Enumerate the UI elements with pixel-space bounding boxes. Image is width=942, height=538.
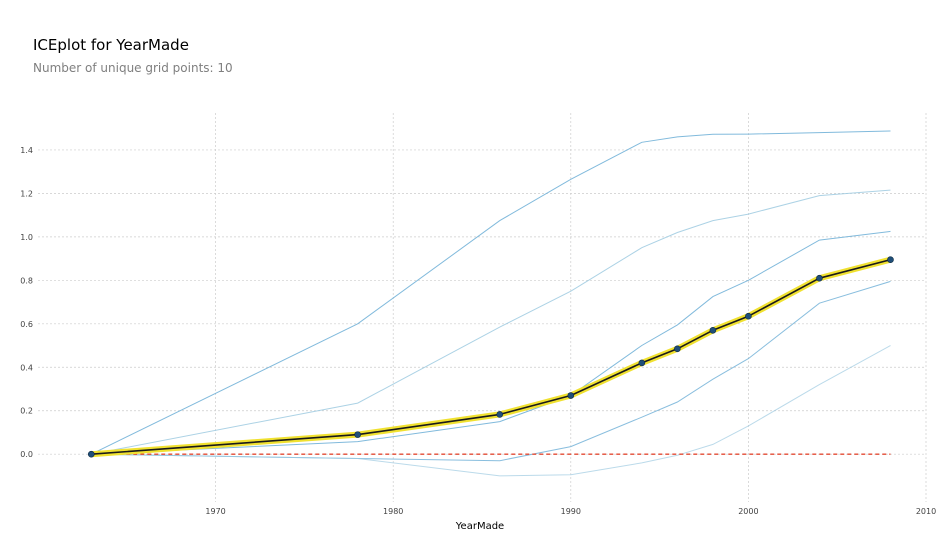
y-tick-label: 0.2 — [20, 407, 33, 416]
ice-line-4 — [91, 280, 891, 462]
average-point — [887, 256, 894, 263]
y-tick-label: 0.4 — [20, 363, 33, 372]
x-axis-label: YearMade — [455, 521, 504, 532]
y-tick-label: 0.8 — [20, 276, 33, 285]
average-point — [567, 392, 575, 399]
chart-subtitle: Number of unique grid points: 10 — [33, 61, 233, 75]
y-tick-label: 1.2 — [20, 189, 33, 198]
x-axis-ticks: 1970 1980 1990 2000 2010 — [205, 507, 936, 516]
chart-title: ICEplot for YearMade — [33, 36, 189, 54]
y-tick-label: 0.0 — [20, 450, 33, 459]
x-tick-label: 1990 — [561, 507, 581, 516]
average-point — [709, 327, 717, 334]
average-point — [496, 411, 504, 418]
average-point — [354, 431, 361, 438]
grid-lines — [38, 113, 927, 502]
x-tick-label: 1970 — [205, 507, 225, 516]
average-point — [638, 359, 646, 367]
average-highlight — [88, 256, 894, 458]
average-line-path — [91, 258, 891, 455]
x-tick-label: 1980 — [383, 507, 403, 516]
average-point — [87, 450, 95, 458]
average-point — [674, 345, 681, 353]
y-tick-label: 0.6 — [20, 320, 33, 329]
average-point — [745, 312, 752, 320]
y-axis-ticks: 0.0 0.2 0.4 0.6 0.8 1.0 1.2 1.4 — [20, 146, 33, 459]
ice-line-5 — [91, 345, 891, 477]
y-tick-label: 1.0 — [20, 233, 33, 242]
ice-line-1 — [91, 130, 891, 455]
x-tick-label: 2010 — [916, 507, 936, 516]
y-tick-label: 1.4 — [20, 146, 33, 155]
average-point — [816, 274, 823, 282]
average-line — [87, 256, 894, 458]
ice-line-2 — [91, 189, 891, 455]
ice-lines — [91, 130, 891, 477]
ice-line-3 — [91, 230, 891, 455]
x-tick-label: 2000 — [738, 507, 758, 516]
